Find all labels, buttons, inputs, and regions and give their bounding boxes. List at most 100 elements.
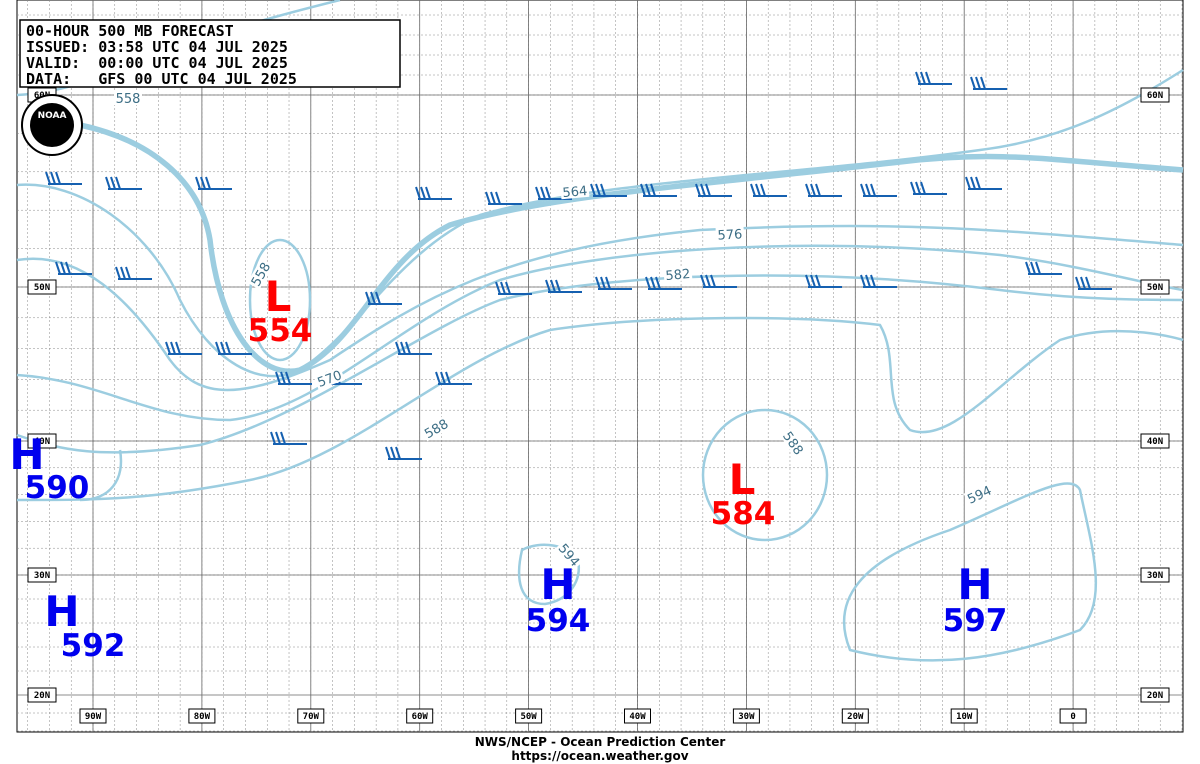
- barb-feather: [600, 183, 606, 197]
- barb-feather: [655, 276, 661, 290]
- barb-feather: [280, 431, 286, 445]
- lon-label-box: [79, 708, 107, 724]
- barb-feather: [120, 266, 126, 280]
- barb-feather: [975, 76, 981, 90]
- barb-feather: [970, 176, 976, 190]
- wind-barbs: [45, 71, 1112, 460]
- barb-feather: [55, 171, 61, 185]
- barb-feather: [115, 176, 121, 190]
- center-value: 590: [25, 470, 90, 506]
- lat-label: 40N: [34, 437, 50, 447]
- barb-feather: [975, 176, 981, 190]
- lon-label: 20W: [847, 712, 864, 722]
- barb-feather: [760, 183, 766, 197]
- lon-label-box: [841, 708, 869, 724]
- lat-label: 20N: [1147, 691, 1163, 701]
- barb-feather: [1025, 261, 1031, 275]
- lon-label-box: [732, 708, 760, 724]
- lat-label: 30N: [1147, 571, 1163, 581]
- lon-label: 50W: [520, 712, 537, 722]
- lat-label-box: [1140, 567, 1170, 583]
- contour-label: 576: [717, 227, 743, 243]
- contour: [16, 274, 1184, 454]
- barb-feather: [285, 371, 291, 385]
- barb-feather: [105, 176, 111, 190]
- barb-feather: [400, 341, 406, 355]
- barb-feather: [1035, 261, 1041, 275]
- contour: [701, 408, 829, 542]
- barb-feather: [650, 183, 656, 197]
- contours: [16, 0, 1184, 662]
- barb-feather: [110, 176, 116, 190]
- contour: [16, 244, 1184, 422]
- contour: [842, 482, 1098, 662]
- header-box: [19, 19, 401, 88]
- contour-label-bg: [420, 415, 452, 442]
- lon-label: 40W: [629, 712, 646, 722]
- contour-label-bg: [114, 91, 142, 105]
- barb-feather: [805, 274, 811, 288]
- contour-label-bg: [663, 265, 693, 283]
- barb-feather: [195, 176, 201, 190]
- contour-label-bg: [779, 427, 808, 459]
- lon-label: 60W: [412, 712, 429, 722]
- barb-feather: [425, 186, 431, 200]
- barb-feather: [805, 183, 811, 197]
- contour: [248, 238, 312, 362]
- barb-feather: [165, 341, 171, 355]
- barb-feather: [125, 266, 131, 280]
- logo-text: NOAA: [38, 111, 67, 121]
- barb-feather: [225, 341, 231, 355]
- lon-label-box: [406, 708, 434, 724]
- lat-label-box: [27, 279, 57, 295]
- barb-feather: [750, 183, 756, 197]
- barb-feather: [595, 276, 601, 290]
- header-line: ISSUED: 03:58 UTC 04 JUL 2025: [26, 38, 288, 56]
- barb-feather: [1030, 261, 1036, 275]
- barb-feather: [700, 274, 706, 288]
- barb-feather: [590, 183, 596, 197]
- barb-feather: [535, 186, 541, 200]
- barb-feather: [870, 183, 876, 197]
- lon-label-box: [515, 708, 543, 724]
- center-value: 554: [248, 313, 313, 349]
- barb-feather: [200, 176, 206, 190]
- contour: [517, 543, 580, 606]
- center-letter: H: [957, 560, 992, 609]
- barb-feather: [45, 171, 51, 185]
- center-letter: H: [9, 430, 44, 479]
- barb-feather: [710, 274, 716, 288]
- barb-feather: [495, 191, 501, 205]
- lon-label-box: [1059, 708, 1087, 724]
- contour-label-bg: [555, 539, 584, 570]
- lat-label-box: [1140, 433, 1170, 449]
- barb-feather: [415, 186, 421, 200]
- barb-feather: [705, 183, 711, 197]
- map-frame: [16, 0, 1184, 733]
- barb-feather: [545, 186, 551, 200]
- barb-feather: [540, 186, 546, 200]
- barb-feather: [435, 371, 441, 385]
- contour: [79, 122, 1184, 374]
- barb-feather: [375, 291, 381, 305]
- footer-line: https://ocean.weather.gov: [511, 749, 688, 763]
- center-value: 597: [943, 603, 1008, 639]
- header-line: DATA: GFS 00 UTC 04 JUL 2025: [26, 70, 297, 88]
- header-line: VALID: 00:00 UTC 04 JUL 2025: [26, 54, 288, 72]
- barb-feather: [695, 183, 701, 197]
- barb-feather: [270, 431, 276, 445]
- barb-feather: [275, 431, 281, 445]
- barb-feather: [405, 341, 411, 355]
- contour: [16, 316, 1184, 502]
- contour-label: 558: [116, 92, 141, 107]
- barb-feather: [965, 176, 971, 190]
- barb-feather: [865, 183, 871, 197]
- barb-feather: [55, 261, 61, 275]
- barb-feather: [445, 371, 451, 385]
- barb-feather: [495, 281, 501, 295]
- barb-feather: [1075, 276, 1081, 290]
- barb-feather: [490, 191, 496, 205]
- barb-feather: [175, 341, 181, 355]
- barb-feather: [545, 279, 551, 293]
- barb-feather: [550, 279, 556, 293]
